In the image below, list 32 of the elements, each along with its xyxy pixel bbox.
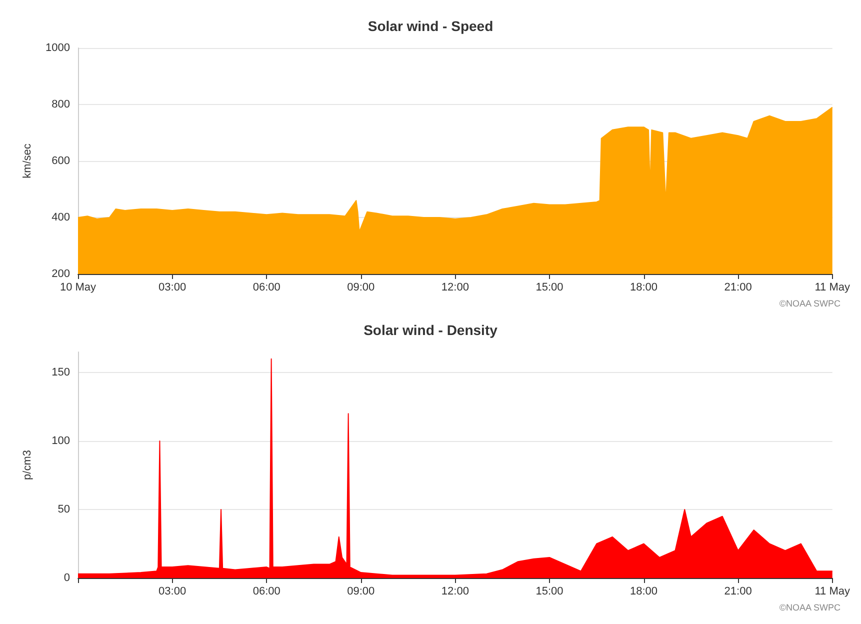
x-tick-label: 06:00: [252, 282, 280, 294]
x-tick-label: 18:00: [630, 586, 658, 598]
y-tick-label: 50: [58, 504, 70, 516]
x-tick-label: 03:00: [158, 282, 186, 294]
x-tick-label: 10 May: [60, 282, 97, 294]
text: ©NOAA SWPC: [779, 298, 842, 308]
y-tick-label: 100: [52, 435, 70, 448]
x-tick-label: 11 May: [814, 586, 850, 598]
x-tick-label: 09:00: [347, 586, 375, 598]
y-tick-label: 0: [64, 572, 70, 584]
y-tick-label: 800: [52, 98, 70, 110]
x-tick-label: 09:00: [347, 282, 375, 294]
x-tick-label: 15:00: [536, 282, 564, 294]
x-tick-label: 11 May: [814, 282, 850, 294]
y-tick-label: 600: [52, 155, 70, 167]
y-axis-title: km/sec: [22, 143, 34, 178]
x-tick-label: 21:00: [724, 282, 752, 294]
y-tick-label: 200: [52, 268, 70, 280]
chart-title: Solar wind - Density: [364, 322, 498, 338]
y-tick-label: 1000: [46, 42, 70, 54]
x-tick-label: 21:00: [724, 586, 752, 598]
text: ©NOAA SWPC: [779, 602, 842, 612]
y-tick-label: 400: [52, 212, 70, 224]
x-tick-label: 03:00: [158, 586, 186, 598]
y-tick-label: 150: [52, 366, 70, 379]
x-tick-label: 06:00: [252, 586, 280, 598]
chart-title: Solar wind - Speed: [368, 18, 494, 34]
x-tick-label: 15:00: [536, 586, 564, 598]
x-tick-label: 18:00: [630, 282, 658, 294]
y-axis-title: p/cm3: [22, 450, 34, 480]
x-tick-label: 12:00: [441, 586, 469, 598]
x-tick-label: 12:00: [441, 282, 469, 294]
